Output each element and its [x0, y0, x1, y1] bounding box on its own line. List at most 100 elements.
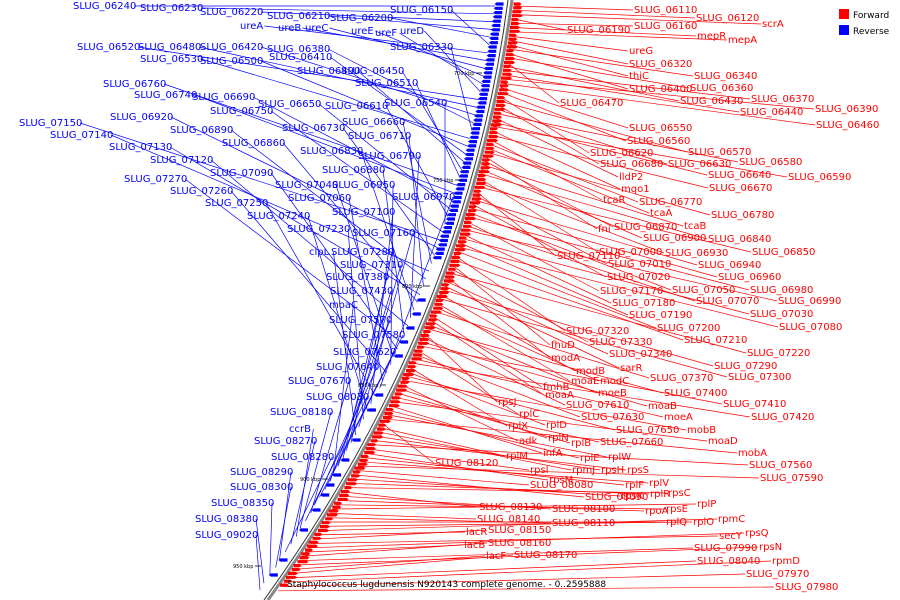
reverse-gene-label: SLUG_06520	[77, 42, 140, 53]
forward-feature	[436, 294, 448, 299]
reverse-gene-label: SLUG_07670	[288, 376, 351, 387]
forward-gene-label: rpsH	[601, 465, 624, 476]
reverse-connector	[360, 150, 415, 311]
forward-gene-label: modC	[600, 376, 629, 387]
reverse-feature	[472, 122, 482, 126]
forward-feature	[364, 450, 376, 455]
forward-gene-label: tcaR	[603, 195, 626, 206]
reverse-feature	[486, 54, 496, 58]
reverse-feature	[478, 97, 488, 101]
reverse-connector	[327, 48, 474, 124]
forward-connector	[480, 173, 708, 240]
forward-feature	[416, 345, 425, 349]
reverse-feature	[464, 157, 473, 161]
forward-gene-label: SLUG_07590	[760, 473, 823, 484]
forward-gene-label: SLUG_07170	[600, 286, 663, 297]
reverse-feature	[483, 71, 493, 75]
forward-connector	[456, 250, 657, 329]
reverse-connector-lines	[79, 5, 496, 591]
forward-feature	[490, 123, 502, 127]
forward-gene-label: rplC	[519, 409, 539, 420]
forward-feature	[430, 310, 442, 314]
forward-feature	[483, 154, 494, 158]
forward-feature	[299, 556, 310, 560]
forward-gene-label: SLUG_07650	[616, 425, 679, 436]
forward-gene-label: SLUG_06370	[751, 94, 814, 105]
reverse-feature	[449, 204, 459, 208]
reverse-gene-label: SLUG_07100	[332, 207, 395, 218]
forward-feature	[464, 220, 473, 224]
reverse-connector	[163, 83, 458, 186]
forward-gene-label: thiC	[629, 71, 649, 82]
reverse-connector	[137, 46, 480, 100]
reverse-gene-label: SLUG_06830	[300, 146, 363, 157]
forward-connector	[293, 555, 486, 570]
forward-feature	[500, 80, 509, 84]
forward-gene-label: SLUG_06390	[815, 104, 878, 115]
reverse-feature	[478, 92, 488, 96]
forward-feature	[305, 548, 314, 552]
forward-feature	[440, 287, 450, 291]
forward-connector	[358, 465, 760, 479]
reverse-gene-label: SLUG_06860	[222, 138, 285, 149]
forward-gene-label: moeB	[598, 388, 627, 399]
forward-connector	[507, 57, 690, 89]
reverse-gene-label: SLUG_06690	[192, 92, 255, 103]
forward-feature	[465, 216, 476, 221]
reverse-connector	[302, 27, 487, 61]
forward-feature	[346, 482, 358, 486]
reverse-feature	[462, 161, 472, 165]
forward-feature	[446, 271, 456, 275]
forward-gene-label: SLUG_06850	[752, 247, 815, 258]
reverse-gene-label: SLUG_06510	[355, 78, 418, 89]
position-tick-label: 750 kbp	[433, 178, 453, 184]
reverse-feature	[461, 165, 471, 169]
forward-gene-label: SLUG_08090	[585, 492, 648, 503]
forward-gene-label: SLUG_06840	[708, 234, 771, 245]
forward-connector	[305, 544, 464, 553]
forward-gene-label: rplX	[508, 421, 528, 432]
forward-connector	[483, 164, 684, 227]
forward-gene-label: rpsS	[627, 465, 649, 476]
forward-connector	[513, 14, 762, 25]
forward-connector	[426, 328, 664, 394]
forward-connector	[475, 190, 557, 257]
forward-connector	[431, 315, 543, 388]
reverse-connector	[385, 105, 449, 217]
reverse-feature	[366, 408, 376, 412]
genome-backbone	[266, 0, 514, 600]
reverse-connector	[252, 96, 453, 202]
reverse-feature	[482, 75, 492, 79]
reverse-connector	[424, 30, 481, 93]
reverse-gene-label: SLUG_06660	[342, 117, 405, 128]
forward-feature	[444, 275, 455, 279]
reverse-gene-label: SLUG_07380	[326, 272, 389, 283]
reverse-connector	[310, 380, 350, 514]
reverse-connector	[198, 46, 478, 108]
forward-feature	[490, 127, 499, 131]
forward-feature	[419, 337, 430, 341]
forward-gene-label: SLUG_06190	[567, 25, 630, 36]
forward-connector	[390, 405, 543, 454]
reverse-gene-label: SLUG_06750	[210, 106, 273, 117]
forward-gene-label: rplO	[693, 517, 714, 528]
reverse-gene-label: SLUG_07250	[205, 198, 268, 209]
forward-feature	[373, 431, 384, 435]
forward-gene-label: lacF	[486, 551, 506, 562]
forward-feature	[439, 291, 450, 295]
forward-feature	[509, 29, 521, 33]
forward-feature	[306, 544, 318, 548]
reverse-feature	[483, 66, 493, 71]
forward-connector	[439, 293, 576, 372]
forward-feature	[379, 419, 391, 423]
forward-feature	[394, 392, 403, 396]
forward-gene-label: SLUG_06550	[629, 123, 692, 134]
forward-gene-label: SLUG_07220	[747, 348, 810, 359]
forward-gene-label: rpsC	[668, 488, 691, 499]
forward-connector	[367, 448, 530, 471]
forward-gene-label: SLUG_06670	[709, 183, 772, 194]
reverse-gene-label: SLUG_08280	[271, 452, 334, 463]
reverse-gene-label: SLUG_06650	[258, 99, 321, 110]
